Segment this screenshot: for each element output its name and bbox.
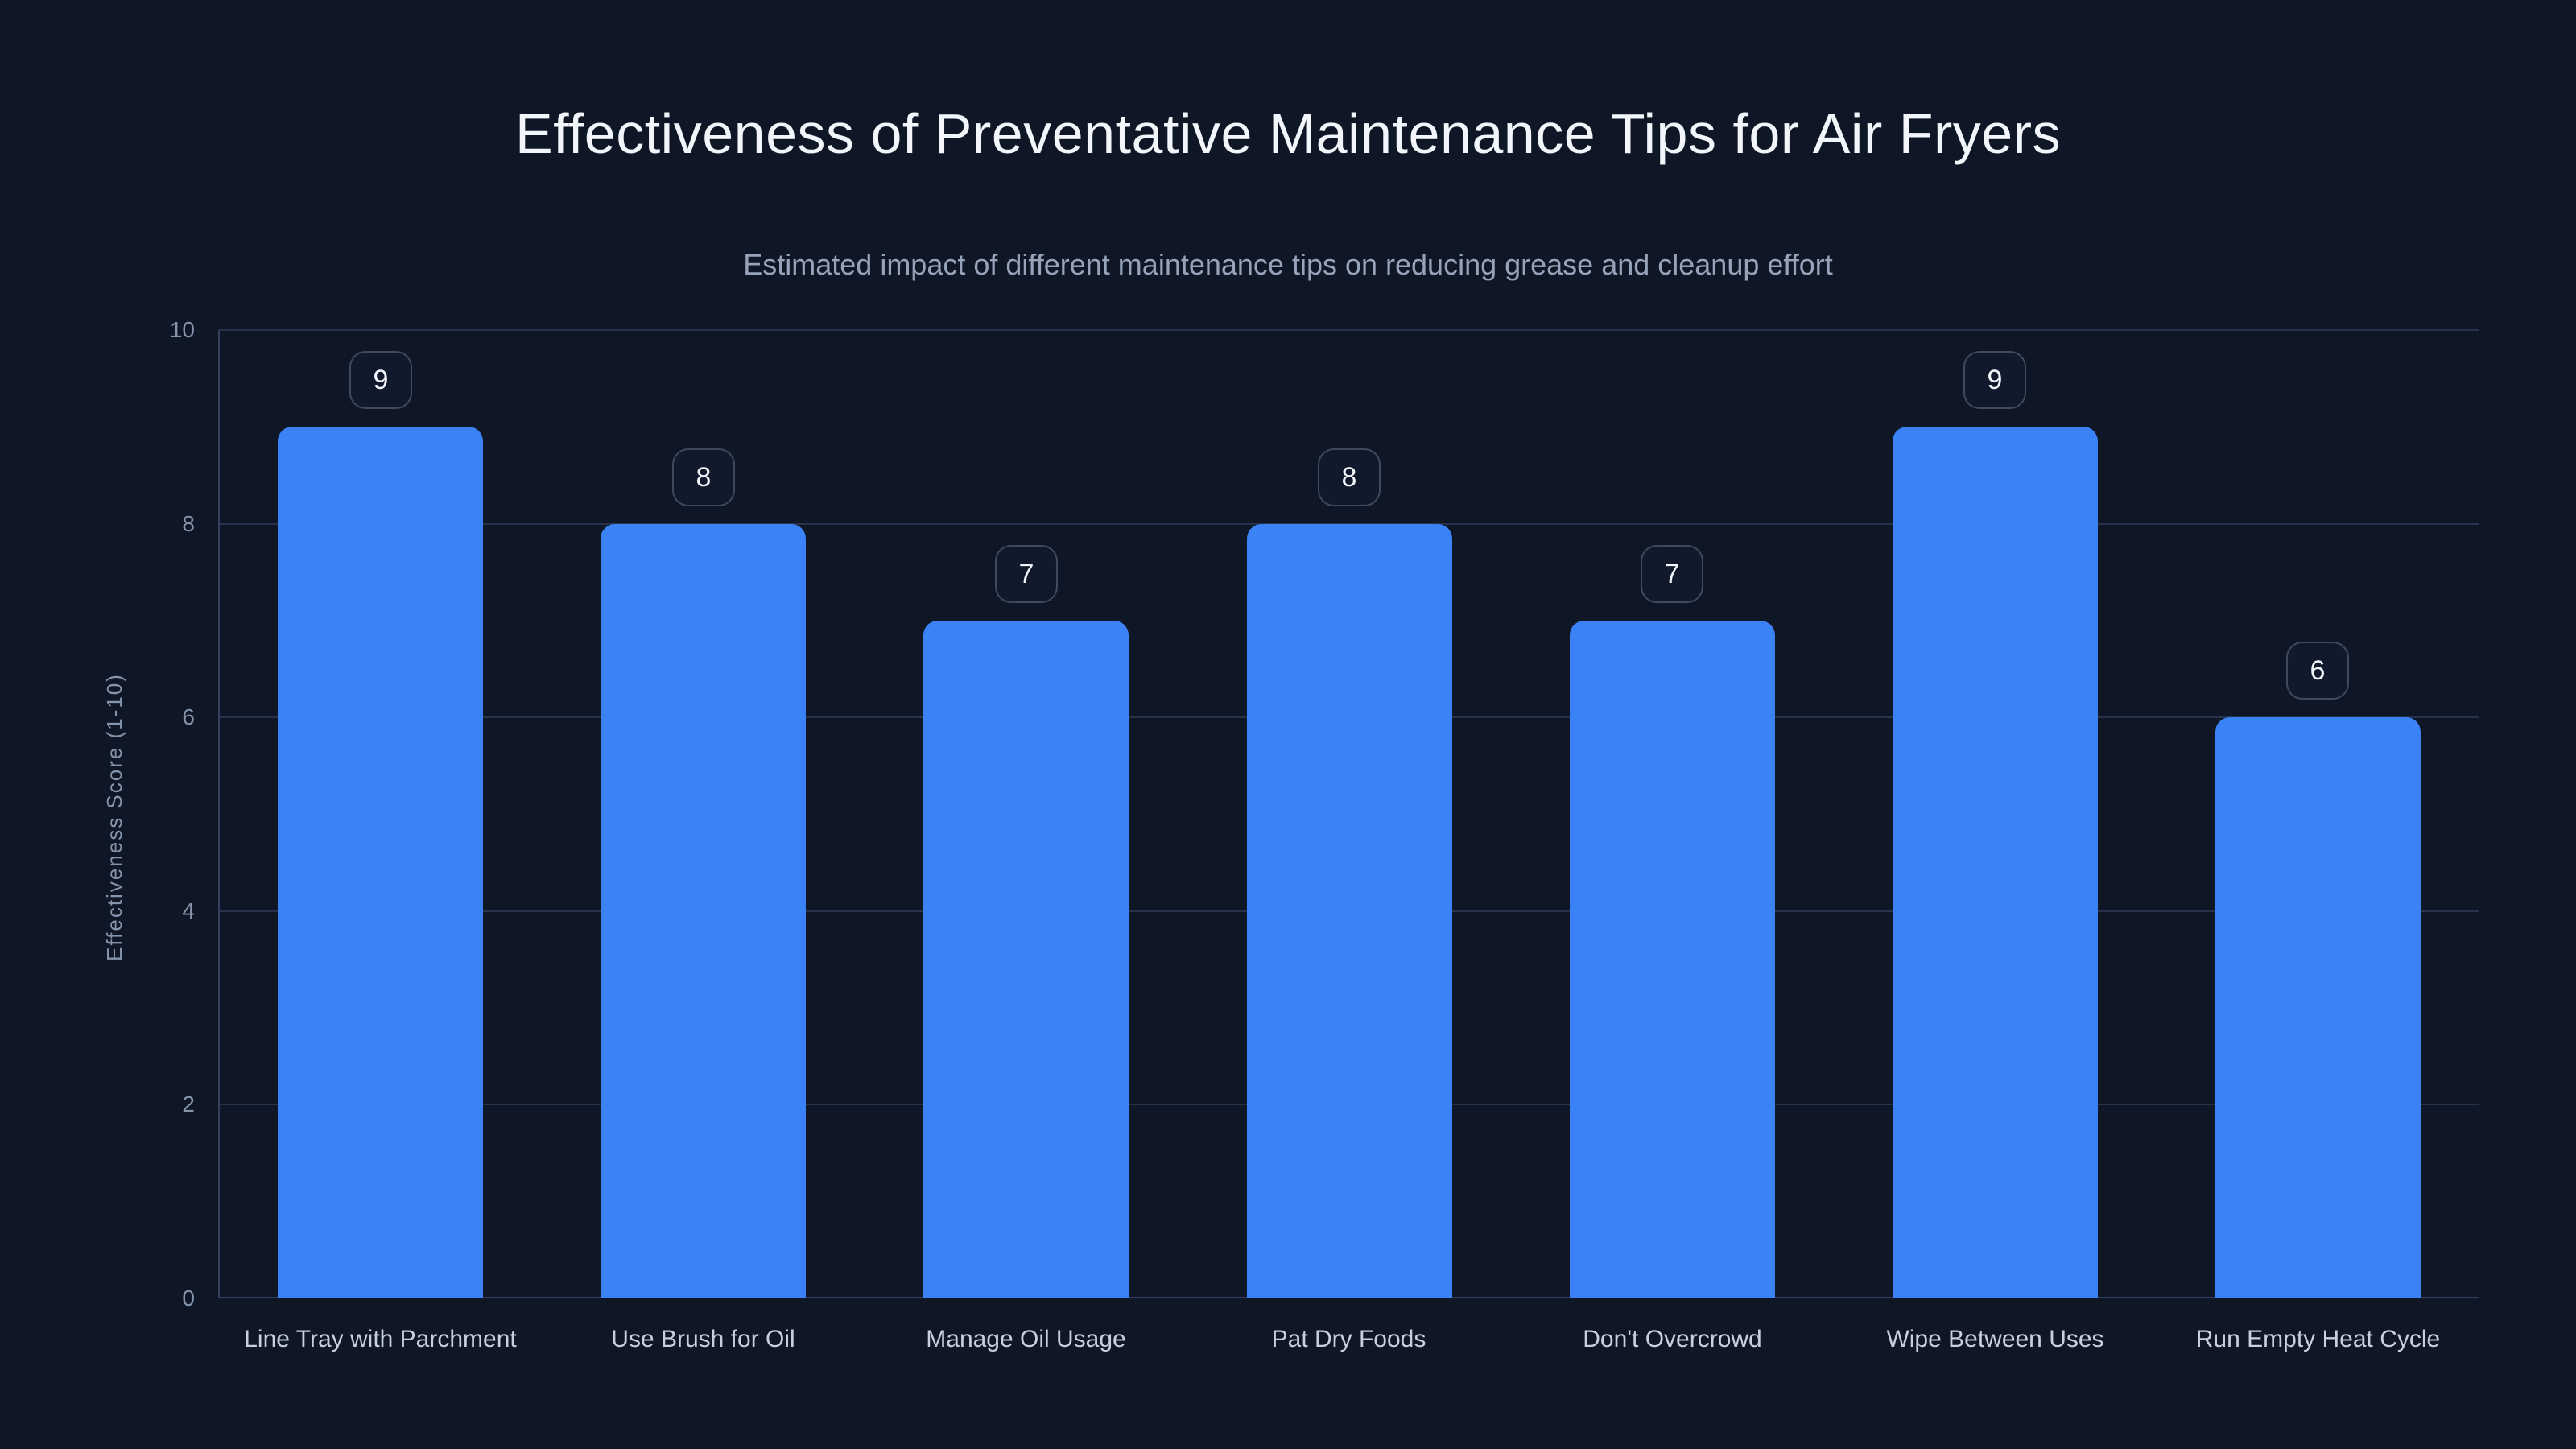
bar[interactable] [1570, 621, 1775, 1298]
chart-title: Effectiveness of Preventative Maintenanc… [514, 102, 2062, 165]
chart-subtitle: Estimated impact of different maintenanc… [743, 248, 1833, 281]
bar[interactable] [2215, 717, 2421, 1298]
x-tick-label: Manage Oil Usage [926, 1326, 1126, 1352]
bar[interactable] [1247, 524, 1452, 1298]
x-tick-label: Wipe Between Uses [1886, 1326, 2104, 1352]
bar[interactable] [601, 524, 806, 1298]
x-tick-label: Don't Overcrowd [1583, 1326, 1762, 1352]
gridline [219, 329, 2479, 331]
value-badge: 7 [995, 545, 1058, 603]
value-badge: 8 [672, 448, 735, 506]
x-tick-label: Line Tray with Parchment [244, 1326, 517, 1352]
value-badge: 7 [1641, 545, 1703, 603]
y-tick-label: 4 [182, 898, 195, 923]
x-tick-label: Pat Dry Foods [1271, 1326, 1426, 1352]
value-badge: 8 [1318, 448, 1381, 506]
value-badge: 9 [349, 351, 412, 409]
bar[interactable] [1893, 427, 2098, 1298]
value-badge: 9 [1963, 351, 2026, 409]
y-tick-label: 0 [182, 1286, 195, 1311]
y-axis-line [218, 330, 220, 1298]
x-tick-label: Run Empty Heat Cycle [2195, 1326, 2441, 1352]
y-tick-label: 8 [182, 511, 195, 536]
y-tick-label: 6 [182, 704, 195, 729]
y-tick-label: 10 [169, 317, 195, 342]
x-tick-label: Use Brush for Oil [611, 1326, 795, 1352]
bar[interactable] [278, 427, 483, 1298]
y-tick-label: 2 [182, 1092, 195, 1117]
value-badge: 6 [2286, 642, 2349, 700]
bar[interactable] [923, 621, 1129, 1298]
